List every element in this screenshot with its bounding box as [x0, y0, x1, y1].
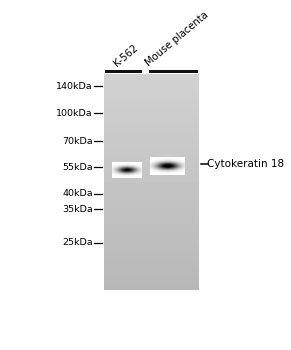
Text: 140kDa: 140kDa [56, 82, 93, 91]
Text: Mouse placenta: Mouse placenta [144, 10, 211, 68]
Text: 25kDa: 25kDa [62, 238, 93, 247]
Text: K-562: K-562 [112, 43, 140, 68]
Text: 70kDa: 70kDa [62, 137, 93, 146]
Text: 35kDa: 35kDa [62, 205, 93, 214]
Text: Cytokeratin 18: Cytokeratin 18 [207, 159, 284, 169]
Text: 40kDa: 40kDa [62, 189, 93, 198]
Bar [105, 70, 142, 73]
Text: 55kDa: 55kDa [62, 162, 93, 172]
Text: 100kDa: 100kDa [56, 108, 93, 118]
Bar [149, 70, 198, 73]
